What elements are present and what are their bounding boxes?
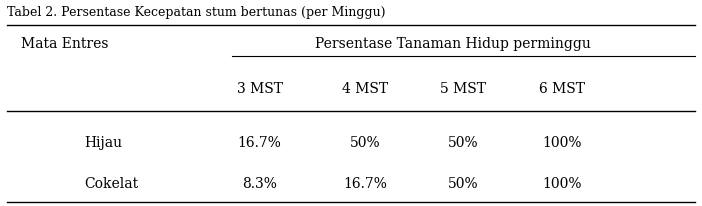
Text: 6 MST: 6 MST [538,82,585,96]
Text: 16.7%: 16.7% [343,177,387,191]
Text: Persentase Tanaman Hidup perminggu: Persentase Tanaman Hidup perminggu [315,37,590,51]
Text: 100%: 100% [542,177,581,191]
Text: 8.3%: 8.3% [242,177,277,191]
Text: 50%: 50% [448,136,479,150]
Text: 5 MST: 5 MST [440,82,486,96]
Text: 4 MST: 4 MST [342,82,388,96]
Text: Cokelat: Cokelat [84,177,138,191]
Text: Hijau: Hijau [84,136,122,150]
Text: 3 MST: 3 MST [237,82,283,96]
Text: 50%: 50% [350,136,380,150]
Text: 50%: 50% [448,177,479,191]
Text: Mata Entres: Mata Entres [21,37,109,51]
Text: Tabel 2. Persentase Kecepatan stum bertunas (per Minggu): Tabel 2. Persentase Kecepatan stum bertu… [7,6,385,19]
Text: 100%: 100% [542,136,581,150]
Text: 16.7%: 16.7% [238,136,282,150]
